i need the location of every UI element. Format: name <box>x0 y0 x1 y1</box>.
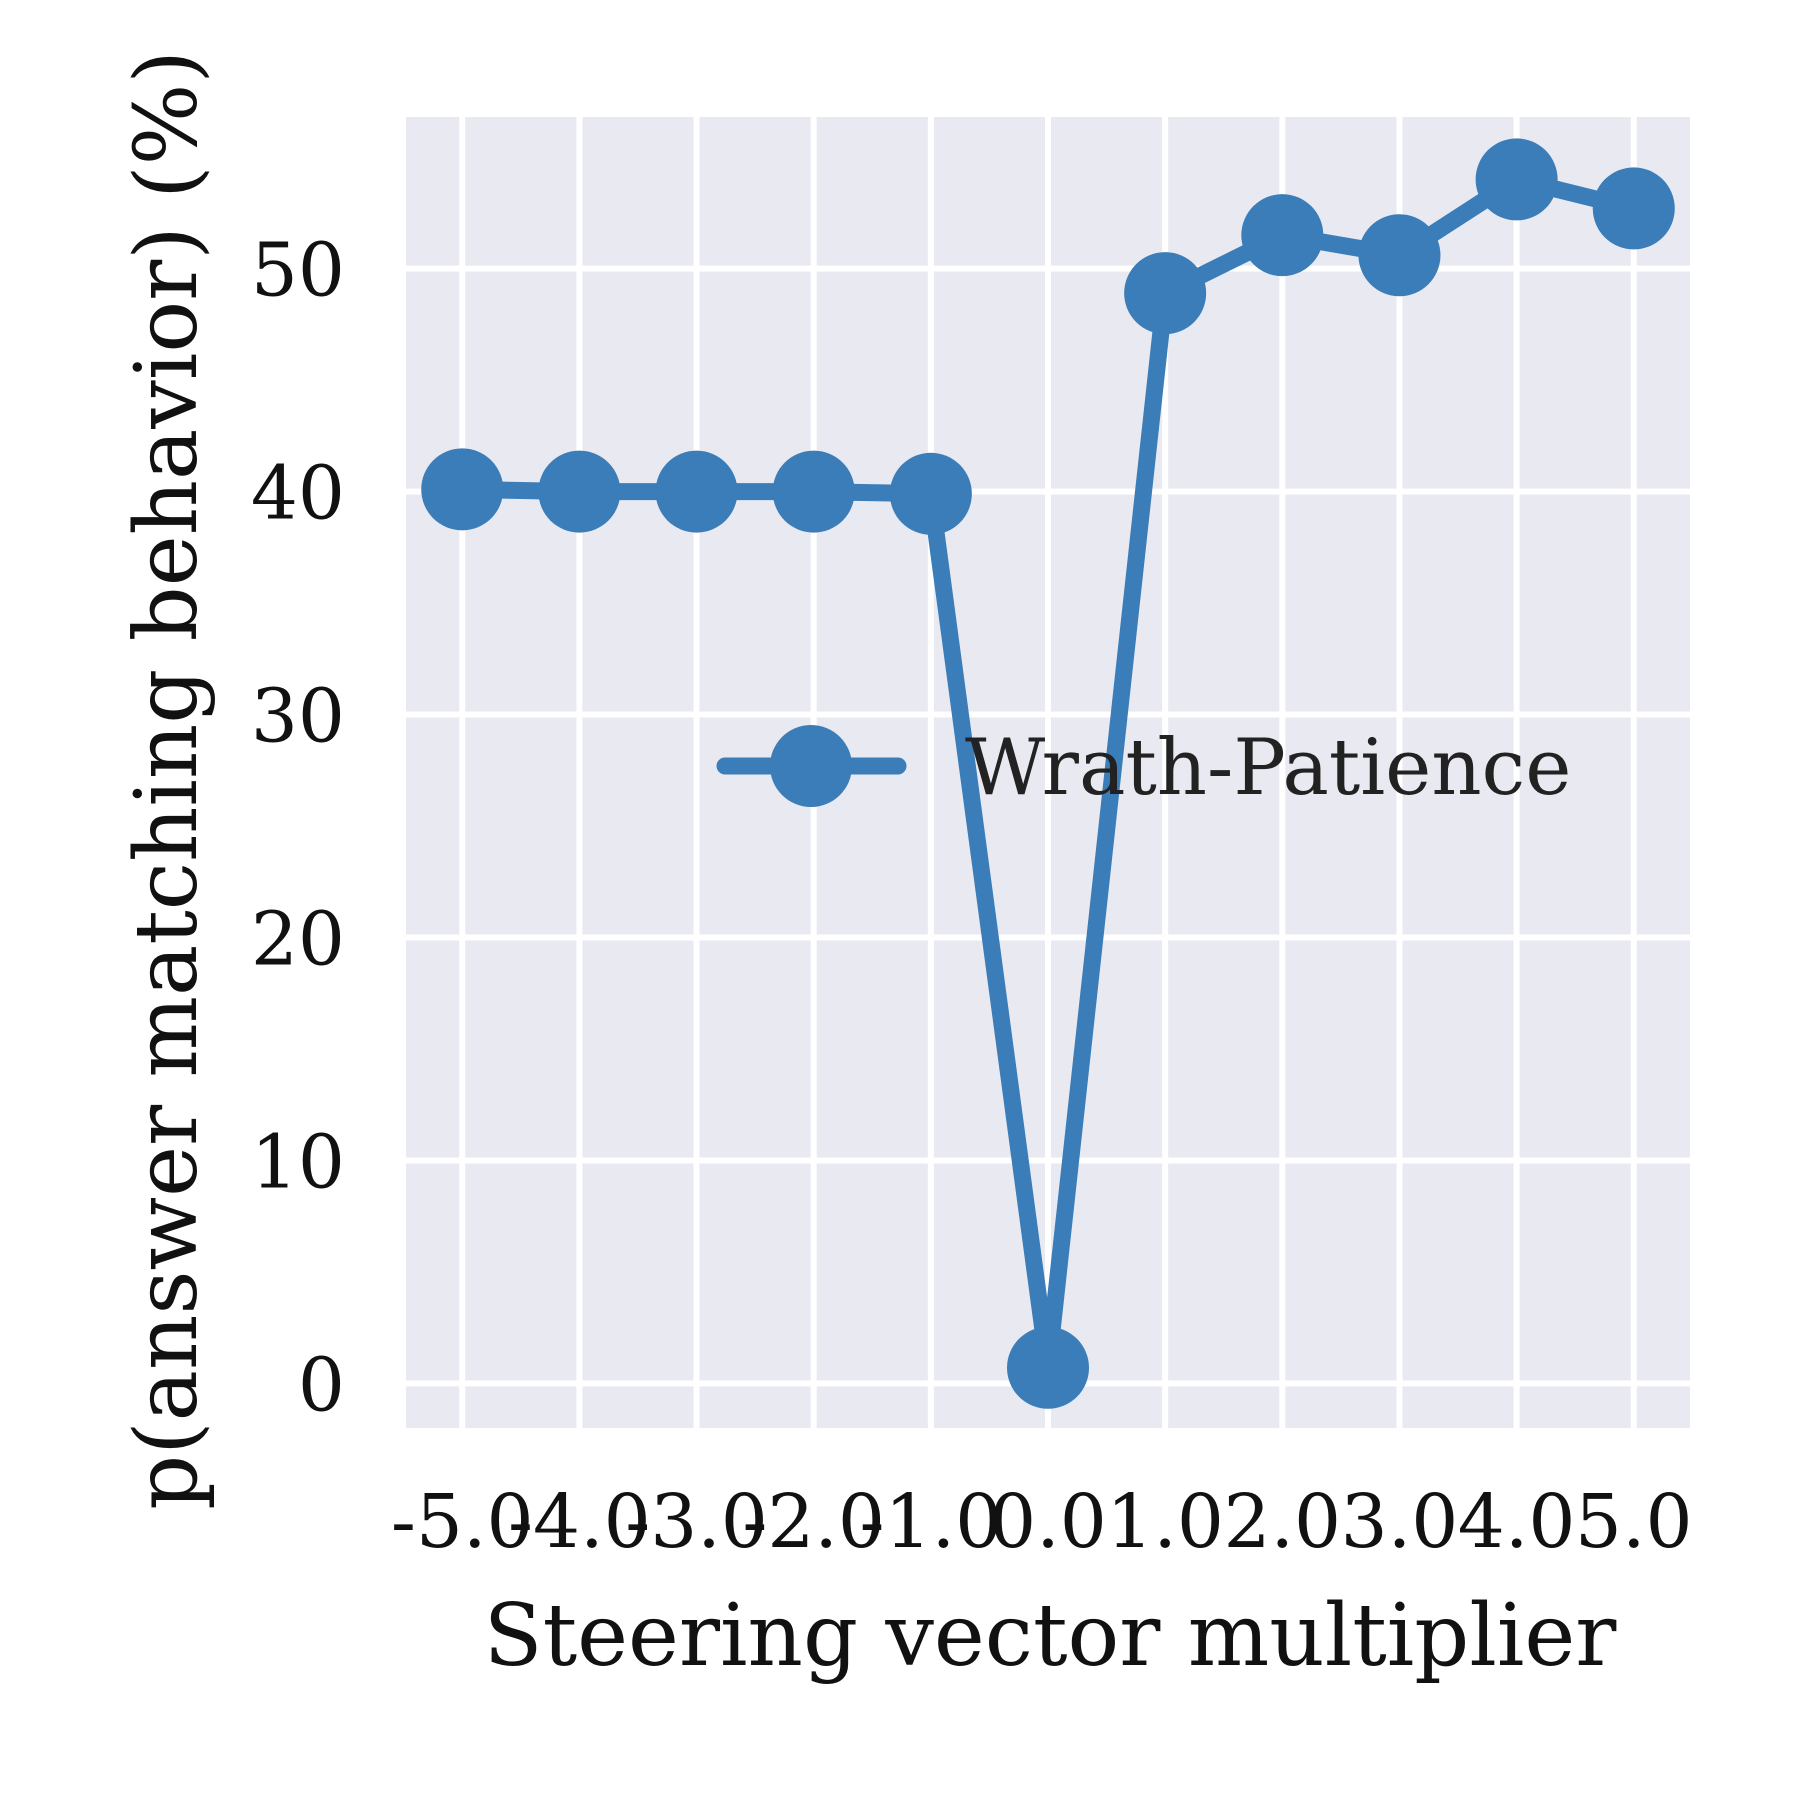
x-tick-label: 0.0 <box>989 1479 1107 1565</box>
data-point <box>889 452 972 535</box>
x-tick-label: -3.0 <box>625 1479 768 1565</box>
y-tick-label: 0 <box>298 1342 345 1428</box>
x-tick-label: -4.0 <box>508 1479 651 1565</box>
x-tick-label: 4.0 <box>1458 1479 1576 1565</box>
series-layer <box>421 138 1675 1409</box>
x-tick-label: 1.0 <box>1106 1479 1224 1565</box>
data-point <box>1007 1326 1089 1409</box>
x-axis-label: Steering vector multiplier <box>484 1586 1618 1686</box>
x-tick-label: 5.0 <box>1575 1479 1693 1565</box>
data-point <box>655 450 738 533</box>
x-tick-label: -1.0 <box>859 1479 1002 1565</box>
data-point <box>772 450 855 533</box>
legend-label-wrath-patience: Wrath-Patience <box>965 723 1571 813</box>
legend: Wrath-Patience <box>716 723 1571 813</box>
x-tick-label: 2.0 <box>1223 1479 1341 1565</box>
grid-lines <box>406 117 1690 1428</box>
x-tick-labels: -5.0-4.0-3.0-2.0-1.00.0 1.0 2.0 3.0 4.0 5.0 <box>391 1479 1693 1565</box>
y-tick-label: 50 <box>251 228 345 314</box>
y-axis-label: p(answer matching behavior) (%) <box>117 50 217 1510</box>
data-point <box>1592 167 1675 250</box>
y-tick-label: 30 <box>251 674 345 760</box>
data-point <box>1475 138 1558 221</box>
data-point <box>1358 214 1441 297</box>
y-tick-label: 10 <box>251 1119 345 1205</box>
y-tick-labels: 0 10 20 30 40 50 <box>251 228 345 1429</box>
data-point <box>538 450 621 533</box>
legend-marker-swatch <box>770 725 852 807</box>
x-tick-label: -2.0 <box>742 1479 885 1565</box>
data-point <box>421 448 504 531</box>
y-tick-label: 20 <box>251 896 345 982</box>
data-point <box>1241 194 1324 277</box>
data-point <box>1124 252 1207 335</box>
y-tick-label: 40 <box>251 451 345 537</box>
x-tick-label: 3.0 <box>1341 1479 1459 1565</box>
x-tick-label: -5.0 <box>391 1479 534 1565</box>
